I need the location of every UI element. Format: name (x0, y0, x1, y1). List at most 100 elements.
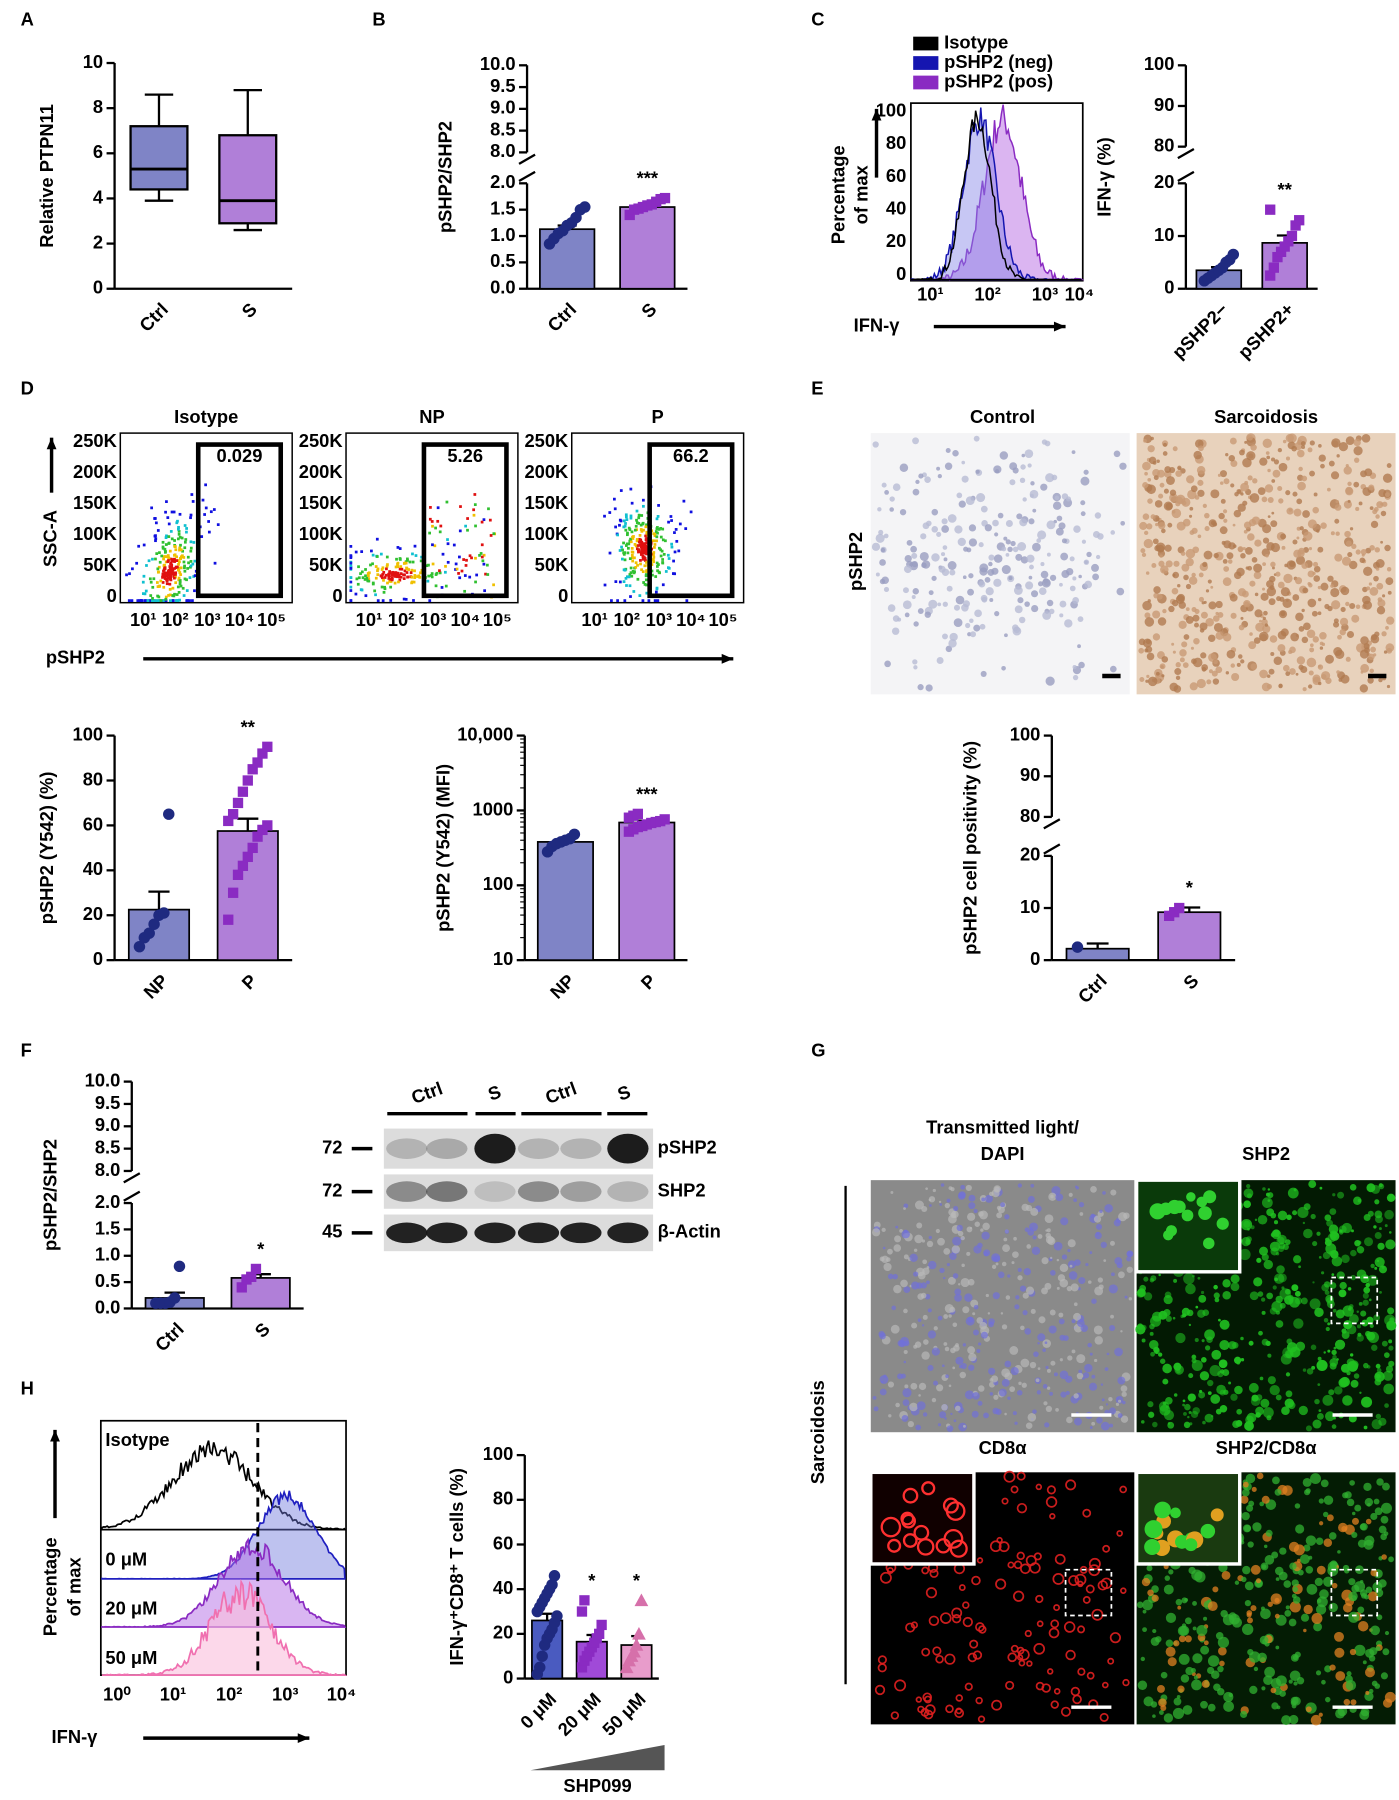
event-dot (179, 555, 183, 559)
event-dot (156, 585, 160, 589)
event-dot (186, 567, 189, 570)
cell (1071, 1349, 1076, 1354)
event-dot (455, 567, 459, 571)
event-dot (645, 541, 648, 544)
event-dot (653, 534, 657, 538)
event-dot (189, 513, 193, 517)
cell (1213, 1284, 1218, 1290)
cell (1370, 1263, 1375, 1269)
cell (1341, 1525, 1348, 1532)
data-point (632, 1626, 646, 1640)
cell (1230, 1274, 1240, 1284)
cell (1332, 1354, 1337, 1360)
event-dot (620, 545, 623, 549)
cell (1048, 1325, 1057, 1334)
tissue (989, 598, 994, 602)
cell (1108, 1396, 1113, 1402)
bar (539, 228, 596, 290)
cell (1230, 1282, 1240, 1292)
y-tick-label: 0 (93, 948, 103, 969)
data-point (236, 1282, 247, 1293)
cell (1312, 1419, 1322, 1429)
cell (1246, 1610, 1253, 1616)
tissue (1340, 674, 1350, 684)
cell (892, 1273, 898, 1280)
cell (1323, 1511, 1329, 1518)
tissue (899, 508, 907, 516)
cell (1179, 1625, 1190, 1636)
event-dot (622, 519, 626, 523)
tissue (988, 561, 993, 567)
cell (1004, 1214, 1010, 1220)
y-tick-label: 0 (332, 585, 342, 606)
cell (944, 1417, 947, 1420)
cell (1031, 1246, 1041, 1256)
y-tick-label: 20 (493, 1622, 513, 1643)
event-dot (165, 555, 169, 559)
tissue (968, 573, 974, 579)
tissue (1331, 438, 1341, 448)
cell (1318, 1712, 1323, 1717)
tissue (875, 533, 885, 543)
cell (1090, 1213, 1095, 1218)
y-tick-label: 0 (503, 1666, 513, 1687)
event-dot (141, 580, 145, 584)
cell (1298, 1265, 1301, 1269)
event-dot (444, 584, 448, 588)
cell (1082, 1372, 1090, 1379)
cell (914, 1234, 923, 1244)
tissue (1383, 650, 1388, 654)
tissue (1302, 687, 1307, 692)
tissue (1209, 669, 1213, 674)
x-tick-label: 10² (388, 609, 414, 630)
tissue (945, 447, 951, 453)
tissue (902, 600, 912, 610)
event-dot (178, 582, 182, 586)
event-dot (162, 564, 166, 568)
x-tick-label: 10³ (420, 609, 447, 630)
tissue (1161, 528, 1166, 534)
tissue (1077, 616, 1084, 623)
cell (1284, 1398, 1295, 1408)
tissue (1309, 647, 1315, 653)
tissue (961, 460, 966, 465)
y-axis-label: SSC-A (39, 510, 60, 567)
tissue (1296, 536, 1300, 540)
tissue (1285, 490, 1291, 496)
tissue (1369, 506, 1374, 511)
tissue (1142, 513, 1150, 521)
event-dot (637, 540, 641, 544)
tissue (1196, 678, 1206, 689)
cell (1207, 1391, 1212, 1395)
event-dot (643, 557, 647, 560)
tissue (1228, 542, 1236, 550)
tissue (1330, 587, 1340, 598)
tissue (1012, 467, 1019, 474)
cell (913, 1248, 918, 1253)
event-dot (452, 543, 456, 547)
tissue (1368, 484, 1375, 491)
event-dot (161, 581, 165, 584)
cell (1090, 1186, 1097, 1193)
cell (1274, 1613, 1280, 1619)
tissue (1059, 613, 1064, 618)
tissue (1312, 506, 1319, 514)
tissue (1259, 631, 1269, 642)
tissue (1292, 539, 1298, 545)
cell (1065, 1479, 1077, 1491)
y-tick-label: 0.5 (490, 250, 515, 271)
event-dot (431, 562, 435, 566)
cell (1213, 1292, 1220, 1299)
x-tick-label: 10¹ (160, 1684, 187, 1705)
tissue (1249, 493, 1260, 503)
event-dot (641, 557, 645, 561)
event-dot (653, 599, 657, 602)
tissue (1296, 449, 1305, 458)
tissue (1190, 646, 1194, 650)
cell (1011, 1261, 1015, 1265)
y-tick-label: 0 (107, 585, 117, 606)
y-tick-label: 250K (73, 430, 118, 451)
cell (1217, 1665, 1224, 1673)
cell (1358, 1621, 1369, 1632)
cell (1353, 1373, 1360, 1379)
